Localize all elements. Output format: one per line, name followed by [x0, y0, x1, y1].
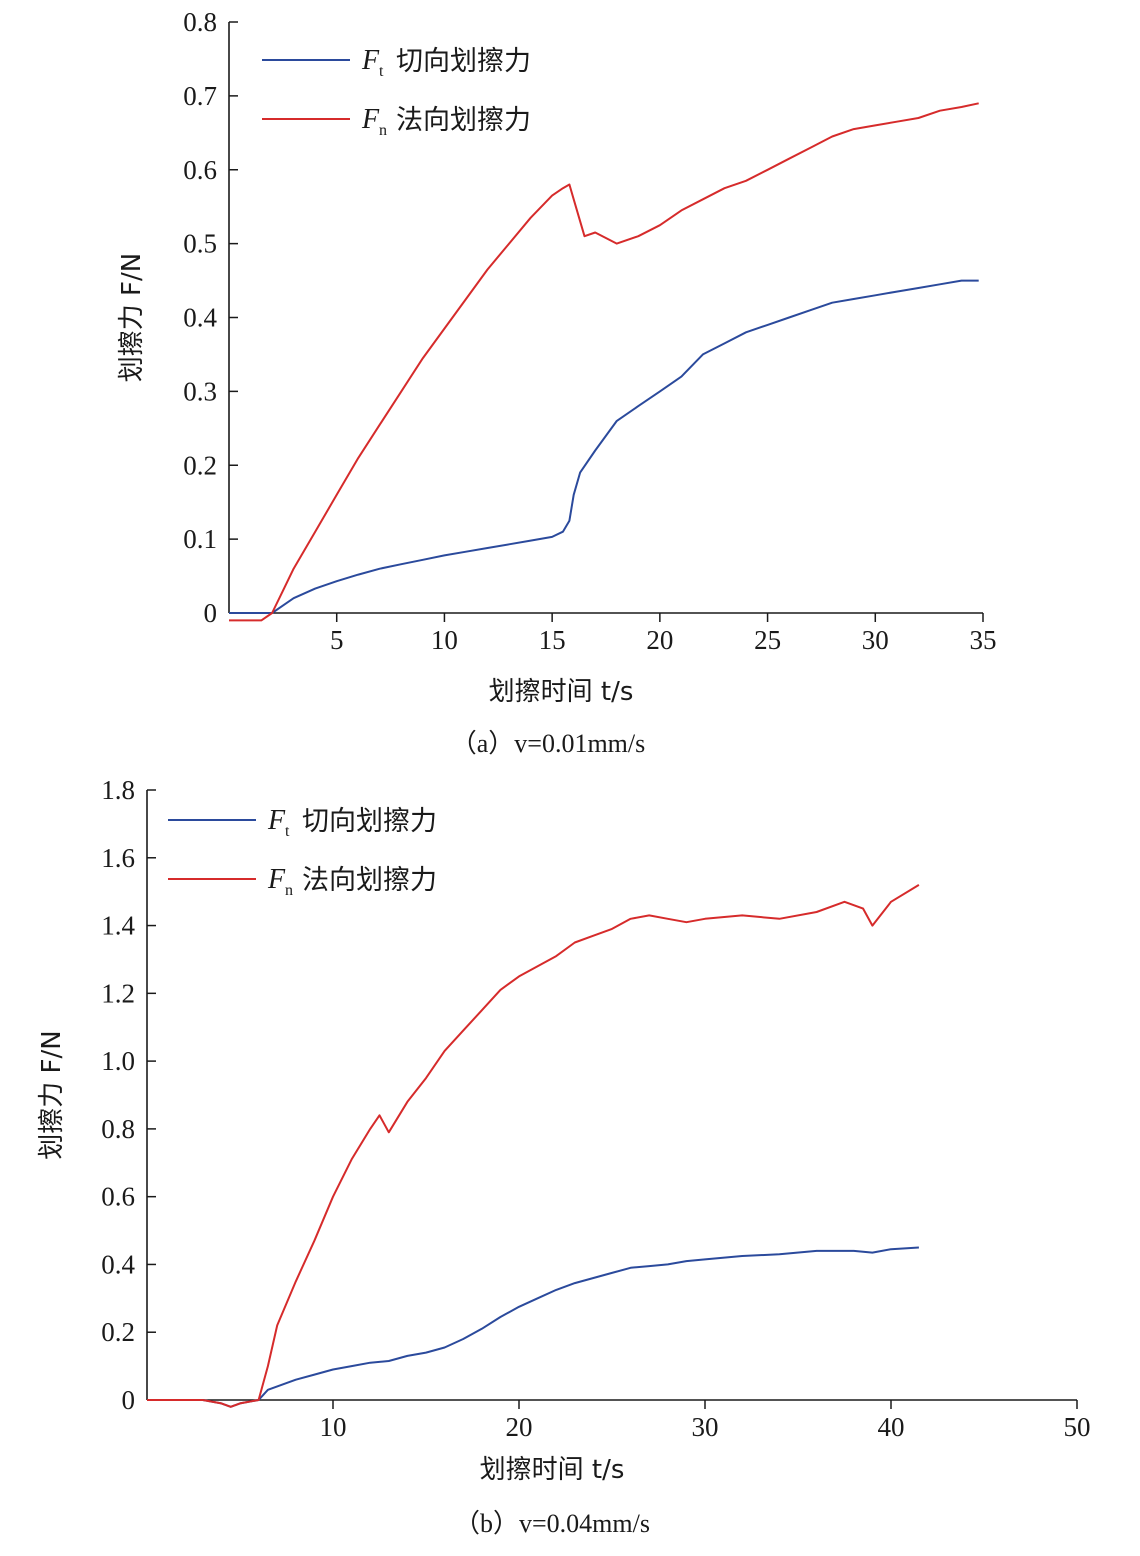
- b-y-tick-label: 0.6: [101, 1182, 135, 1212]
- b-x-axis-title: 划擦时间 t/s: [480, 1455, 625, 1485]
- b-legend-label-n: 法向划擦力: [302, 865, 437, 896]
- b-x-tick-label: 50: [1064, 1412, 1091, 1442]
- a-y-tick-label: 0.2: [183, 450, 217, 480]
- b-y-tick-label: 0.2: [101, 1317, 135, 1347]
- b-y-tick-label: 1.0: [101, 1046, 135, 1076]
- b-y-tick-label: 0.8: [101, 1114, 135, 1144]
- a-y-tick-label: 0: [204, 598, 218, 628]
- b-y-tick-label: 0.4: [101, 1249, 135, 1279]
- a-legend-subscript-t: t: [379, 63, 384, 80]
- a-y-axis-title: 划擦力 F/N: [117, 253, 147, 382]
- a-y-tick-label: 0.4: [183, 303, 217, 333]
- a-x-tick-label: 5: [330, 625, 344, 655]
- a-caption: （a）v=0.01mm/s: [451, 729, 646, 758]
- a-y-tick-label: 0.5: [183, 229, 217, 259]
- a-x-tick-label: 35: [970, 625, 997, 655]
- a-legend-label-t: 切向划擦力: [396, 46, 531, 77]
- b-legend-symbol-t: F: [267, 805, 286, 836]
- a-legend-subscript-n: n: [379, 122, 387, 139]
- a-x-axis-title: 划擦时间 t/s: [489, 677, 634, 707]
- b-y-tick-label: 1.4: [101, 911, 135, 941]
- b-x-tick-label: 20: [506, 1412, 533, 1442]
- b-legend-subscript-n: n: [285, 882, 293, 899]
- a-y-tick-label: 0.6: [183, 155, 217, 185]
- a-legend-symbol-n: F: [361, 104, 380, 135]
- b-x-tick-label: 30: [692, 1412, 719, 1442]
- b-legend-label-t: 切向划擦力: [302, 806, 437, 837]
- a-series-t-line: [229, 279, 979, 614]
- b-legend-symbol-n: F: [267, 864, 286, 895]
- a-x-tick-label: 25: [754, 625, 781, 655]
- b-series-t-line: [147, 1246, 919, 1408]
- a-y-tick-label: 0.3: [183, 376, 217, 406]
- chart-b: 0 0.2 0.4 0.6 0.8 1.0 1.2 1.4 1.6 1.8 10 20 30 40 50 划擦…: [0, 770, 1140, 1556]
- chart-a-svg: 0 0.1 0.2 0.3 0.4 0.5 0.6 0.7 0.8 5 10 15 20 25 30 35 划擦…: [117, 7, 997, 758]
- a-y-tick-label: 0.1: [183, 524, 217, 554]
- a-x-tick-label: 10: [431, 625, 458, 655]
- a-x-tick-label: 30: [862, 625, 889, 655]
- b-y-tick-label: 1.8: [101, 775, 135, 805]
- b-y-tick-label: 0: [122, 1385, 136, 1415]
- b-series-n-line: [147, 884, 920, 1408]
- b-x-tick-label: 10: [320, 1412, 347, 1442]
- b-x-tick-label: 40: [878, 1412, 905, 1442]
- b-y-axis-title: 划擦力 F/N: [37, 1030, 67, 1159]
- chart-a: 0 0.1 0.2 0.3 0.4 0.5 0.6 0.7 0.8 5 10 15 20 25 30 35 划擦…: [0, 0, 1140, 770]
- chart-b-svg: 0 0.2 0.4 0.6 0.8 1.0 1.2 1.4 1.6 1.8 10 20 30 40 50 划擦…: [37, 775, 1091, 1538]
- a-x-tick-label: 15: [539, 625, 566, 655]
- b-y-tick-label: 1.6: [101, 843, 135, 873]
- b-caption: （b）v=0.04mm/s: [454, 1509, 650, 1538]
- b-y-tick-label: 1.2: [101, 978, 135, 1008]
- a-legend-symbol-t: F: [361, 45, 380, 76]
- a-y-tick-label: 0.8: [183, 7, 217, 37]
- a-series-n-line: [229, 102, 979, 622]
- a-x-tick-label: 20: [646, 625, 673, 655]
- a-y-tick-label: 0.7: [183, 81, 217, 111]
- a-legend-label-n: 法向划擦力: [396, 105, 531, 136]
- b-legend-subscript-t: t: [285, 823, 290, 840]
